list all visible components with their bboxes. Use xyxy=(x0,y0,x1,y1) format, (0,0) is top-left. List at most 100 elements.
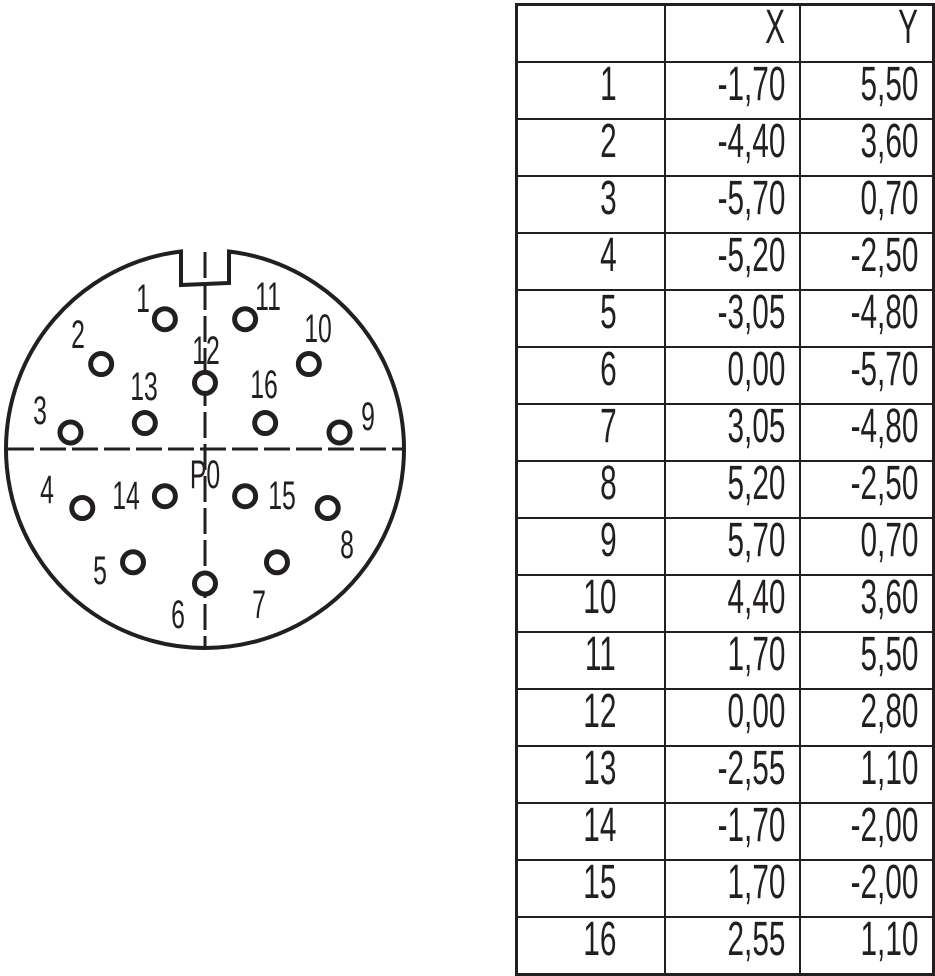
pin-label: 10 xyxy=(304,307,332,351)
pin-label: 16 xyxy=(250,363,278,407)
cell-x: -4,40 xyxy=(664,118,802,177)
pin-4 xyxy=(69,495,96,521)
cell-x: -5,20 xyxy=(664,232,802,291)
cell-x: -1,70 xyxy=(664,61,802,120)
pin-6 xyxy=(192,570,218,597)
pin-14 xyxy=(151,483,178,510)
cell-y: 3,60 xyxy=(799,118,935,177)
cell-x: -5,70 xyxy=(664,175,802,234)
header-x: X xyxy=(664,4,802,63)
pin-label: 14 xyxy=(112,474,140,518)
pin-12 xyxy=(192,369,218,396)
pin-label: 11 xyxy=(255,275,281,319)
cell-x: 0,00 xyxy=(664,346,802,405)
table-row: 9 5,70 0,70 xyxy=(515,517,935,576)
cell-y: -5,70 xyxy=(799,346,935,405)
table-row: 4 -5,20 -2,50 xyxy=(515,232,935,291)
cell-x: 5,20 xyxy=(664,460,802,519)
table-row: 11 1,70 5,50 xyxy=(515,631,935,690)
cell-y: 5,50 xyxy=(799,61,935,120)
cell-x: 2,55 xyxy=(664,916,802,976)
pin-8 xyxy=(314,495,341,521)
cell-x: -2,55 xyxy=(664,745,802,804)
cell-pin: 1 xyxy=(515,61,667,120)
pin-2 xyxy=(88,351,115,378)
table-row: 14 -1,70 -2,00 xyxy=(515,802,935,861)
pin-coordinate-table: X Y 1 -1,70 5,50 2 -4,40 3,60 3 -5,70 0,70 4 -5,20… xyxy=(515,3,935,976)
pin-label: 2 xyxy=(71,313,85,357)
pin-label: 8 xyxy=(340,523,354,567)
table-row: 1 -1,70 5,50 xyxy=(515,61,935,120)
cell-pin: 6 xyxy=(515,346,667,405)
cell-y: -4,80 xyxy=(799,403,935,462)
cell-pin: 3 xyxy=(515,175,667,234)
pin-label: 1 xyxy=(136,277,150,321)
table-row: 3 -5,70 0,70 xyxy=(515,175,935,234)
header-y: Y xyxy=(799,4,935,63)
pin-label: 3 xyxy=(33,389,47,433)
pin-label: 7 xyxy=(252,583,266,627)
cell-x: 1,70 xyxy=(664,631,802,690)
pin-16 xyxy=(252,410,279,437)
pin-9 xyxy=(326,419,353,446)
cell-x: -3,05 xyxy=(664,289,802,348)
connector-body xyxy=(4,249,406,650)
cell-pin: 4 xyxy=(515,232,667,291)
cell-pin: 14 xyxy=(515,802,667,861)
pin-label: 12 xyxy=(192,329,220,373)
cell-pin: 8 xyxy=(515,460,667,519)
cell-y: -2,50 xyxy=(799,232,935,291)
pin-label: 13 xyxy=(130,365,158,409)
pin-5 xyxy=(120,549,147,576)
pin-11 xyxy=(232,306,259,333)
cell-pin: 9 xyxy=(515,517,667,576)
cell-y: 5,50 xyxy=(799,631,935,690)
cell-pin: 12 xyxy=(515,688,667,747)
table-row: 5 -3,05 -4,80 xyxy=(515,289,935,348)
cell-y: -2,00 xyxy=(799,802,935,861)
cell-x: -1,70 xyxy=(664,802,802,861)
table-header-row: X Y xyxy=(515,3,935,63)
cell-pin: 16 xyxy=(515,916,667,976)
cell-y: 0,70 xyxy=(799,517,935,576)
center-label: P0 xyxy=(190,453,220,497)
pin-label: 4 xyxy=(40,468,54,512)
cell-y: 0,70 xyxy=(799,175,935,234)
pin-1 xyxy=(151,306,178,333)
table-row: 7 3,05 -4,80 xyxy=(515,403,935,462)
cell-y: 1,10 xyxy=(799,745,935,804)
table-row: 12 0,00 2,80 xyxy=(515,688,935,747)
cell-y: -2,00 xyxy=(799,859,935,918)
cell-y: 1,10 xyxy=(799,916,935,976)
cell-y: -4,80 xyxy=(799,289,935,348)
pin-label: 6 xyxy=(171,593,185,637)
pin-13 xyxy=(131,410,158,437)
cell-y: 2,80 xyxy=(799,688,935,747)
cell-pin: 5 xyxy=(515,289,667,348)
table-row: 13 -2,55 1,10 xyxy=(515,745,935,804)
cell-x: 4,40 xyxy=(664,574,802,633)
cell-pin: 13 xyxy=(515,745,667,804)
table-row: 2 -4,40 3,60 xyxy=(515,118,935,177)
table-row: 15 1,70 -2,00 xyxy=(515,859,935,918)
pin-3 xyxy=(57,419,84,446)
pin-15 xyxy=(232,483,259,510)
table-row: 16 2,55 1,10 xyxy=(515,916,935,976)
cell-x: 0,00 xyxy=(664,688,802,747)
cell-pin: 15 xyxy=(515,859,667,918)
header-pin xyxy=(515,3,667,63)
cell-pin: 2 xyxy=(515,118,667,177)
cell-y: -2,50 xyxy=(799,460,935,519)
table-row: 10 4,40 3,60 xyxy=(515,574,935,633)
pin-10 xyxy=(295,351,322,378)
connector-outline xyxy=(4,249,406,650)
cell-pin: 10 xyxy=(515,574,667,633)
cell-pin: 7 xyxy=(515,403,667,462)
pin-label: 15 xyxy=(268,474,296,518)
pin-label: 9 xyxy=(361,395,375,439)
cell-x: 1,70 xyxy=(664,859,802,918)
pin-7 xyxy=(263,549,290,576)
cell-x: 5,70 xyxy=(664,517,802,576)
